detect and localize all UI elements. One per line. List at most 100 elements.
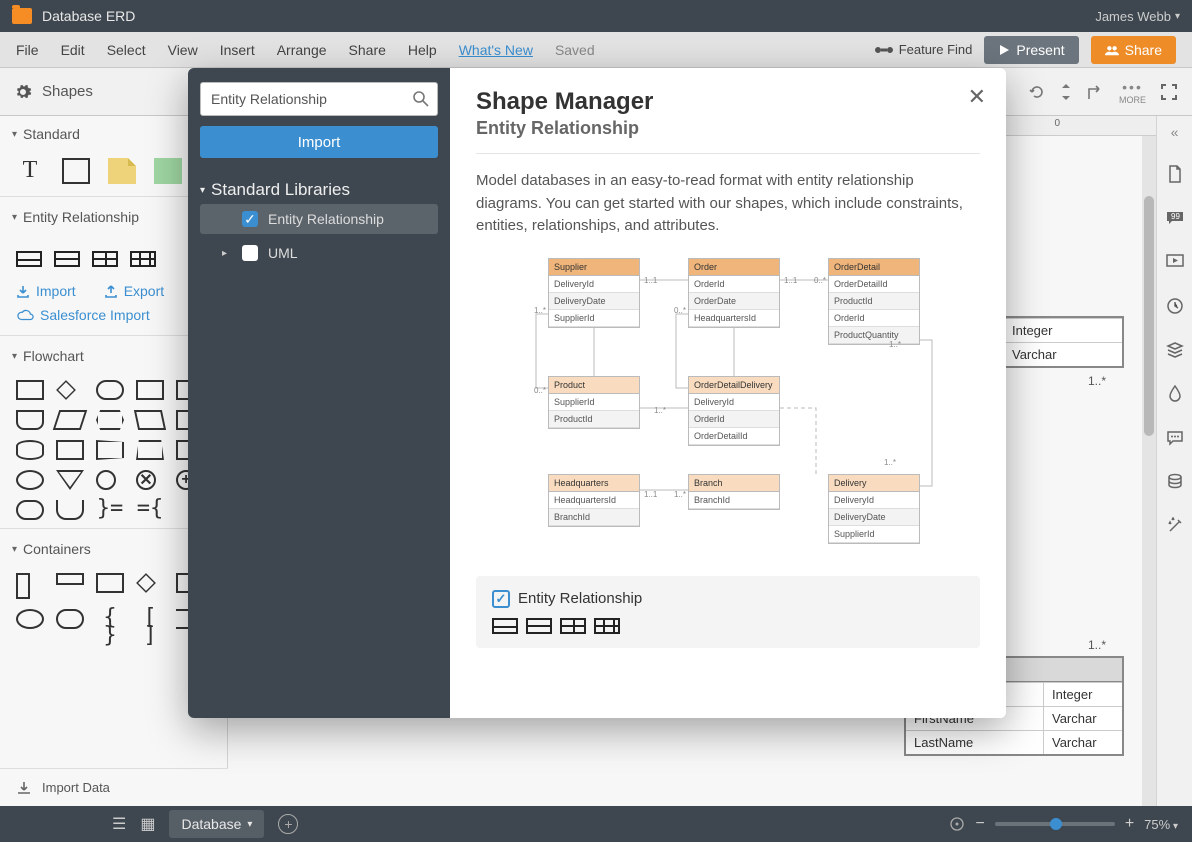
fc-diamond[interactable] <box>56 380 76 400</box>
menu-help[interactable]: Help <box>408 42 437 58</box>
fc-rect[interactable] <box>16 380 44 400</box>
fc-hex[interactable] <box>96 410 124 430</box>
connector-icon[interactable] <box>1087 83 1105 101</box>
enable-checkbox[interactable] <box>492 590 510 608</box>
menu-select[interactable]: Select <box>107 42 146 58</box>
magic-icon[interactable] <box>1165 516 1185 536</box>
green-shape[interactable] <box>154 158 182 184</box>
bottombar: ☰ ▦ Database + − + 75% <box>0 806 1192 842</box>
document-title[interactable]: Database ERD <box>42 8 135 24</box>
zoom-slider-knob[interactable] <box>1050 818 1062 830</box>
folder-icon[interactable] <box>12 8 32 24</box>
note-shape[interactable] <box>108 158 136 184</box>
cont-2[interactable] <box>56 573 84 585</box>
fc-brace-eq[interactable]: ={ <box>136 500 164 520</box>
feature-find[interactable]: Feature Find <box>875 42 973 57</box>
mini-er-shape-3 <box>560 618 586 634</box>
more-tools[interactable]: ••• MORE <box>1119 79 1146 105</box>
erd-table-row: ProductQuantity <box>829 327 919 344</box>
cont-6[interactable] <box>16 609 44 629</box>
fc-shape-21[interactable] <box>16 500 44 520</box>
chat-icon[interactable] <box>1165 428 1185 448</box>
add-page-button[interactable]: + <box>278 814 298 834</box>
page-icon[interactable] <box>1165 164 1185 184</box>
shape-search-input[interactable] <box>200 82 438 116</box>
fc-circle[interactable] <box>96 470 116 490</box>
cont-8[interactable]: { } <box>96 609 124 629</box>
canvas-entity-1[interactable]: Integer Varchar <box>1004 316 1124 368</box>
cont-1[interactable] <box>16 573 30 599</box>
menu-view[interactable]: View <box>168 42 198 58</box>
menu-insert[interactable]: Insert <box>220 42 255 58</box>
fc-brace-r[interactable]: }= <box>96 500 124 520</box>
scrollbar-vertical[interactable] <box>1142 136 1156 806</box>
menu-whats-new[interactable]: What's New <box>459 42 533 58</box>
menu-share[interactable]: Share <box>349 42 386 58</box>
import-link[interactable]: Import <box>16 283 76 299</box>
fc-ellipse[interactable] <box>16 470 44 490</box>
fc-para[interactable] <box>134 410 166 430</box>
fc-terminator[interactable] <box>96 380 124 400</box>
share-button[interactable]: Share <box>1091 36 1176 64</box>
gear-icon[interactable] <box>14 83 32 101</box>
fc-doc[interactable] <box>16 410 44 430</box>
stepper-icon[interactable] <box>1059 84 1073 100</box>
import-data-bar[interactable]: Import Data <box>0 768 228 806</box>
fc-shape-12[interactable] <box>56 440 84 460</box>
scrollbar-thumb[interactable] <box>1144 196 1154 436</box>
standard-libraries-header[interactable]: Standard Libraries <box>200 180 438 200</box>
fc-sum[interactable]: ✕ <box>136 470 156 490</box>
data-icon[interactable] <box>1165 472 1185 492</box>
er-shape-2[interactable] <box>54 251 80 267</box>
page-tab[interactable]: Database <box>169 810 264 838</box>
fc-db[interactable] <box>16 440 44 460</box>
fc-predef[interactable] <box>136 380 164 400</box>
lib-item-uml[interactable]: ▸ UML <box>200 238 438 268</box>
close-button[interactable]: ✕ <box>968 84 986 110</box>
menu-file[interactable]: File <box>16 42 39 58</box>
cell-val: Varchar <box>1044 730 1122 754</box>
import-button[interactable]: Import <box>200 126 438 158</box>
present-rail-icon[interactable] <box>1165 252 1185 272</box>
mini-er-shape-2 <box>526 618 552 634</box>
present-button[interactable]: Present <box>984 36 1078 64</box>
history-icon[interactable] <box>1165 296 1185 316</box>
grid-view-icon[interactable]: ▦ <box>140 814 155 834</box>
menu-arrange[interactable]: Arrange <box>277 42 327 58</box>
fill-icon[interactable] <box>1165 384 1185 404</box>
zoom-label[interactable]: 75% <box>1144 817 1178 832</box>
er-shape-1[interactable] <box>16 251 42 267</box>
erd-table: HeadquartersHeadquartersIdBranchId <box>548 474 640 527</box>
lib-item-entity-relationship[interactable]: ✓ Entity Relationship <box>200 204 438 234</box>
er-shape-4[interactable] <box>130 251 156 267</box>
target-icon[interactable] <box>949 816 965 832</box>
zoom-slider[interactable] <box>995 822 1115 826</box>
fc-trap[interactable] <box>136 440 164 460</box>
checkbox-checked-icon[interactable]: ✓ <box>242 211 258 227</box>
user-menu[interactable]: James Webb <box>1095 9 1180 24</box>
text-shape[interactable]: T <box>16 158 44 184</box>
list-view-icon[interactable]: ☰ <box>112 814 126 834</box>
rect-shape[interactable] <box>62 158 90 184</box>
cont-7[interactable] <box>56 609 84 629</box>
fullscreen-icon[interactable] <box>1160 83 1178 101</box>
undo-icon[interactable] <box>1029 84 1045 100</box>
cont-4[interactable] <box>136 573 156 593</box>
collapse-rail-icon[interactable]: « <box>1171 124 1179 140</box>
checkbox-unchecked-icon[interactable] <box>242 245 258 261</box>
comment-icon[interactable]: 99 <box>1165 208 1185 228</box>
export-link[interactable]: Export <box>104 283 164 299</box>
zoom-in-button[interactable]: + <box>1125 815 1134 833</box>
er-shape-3[interactable] <box>92 251 118 267</box>
fc-data[interactable] <box>53 410 87 430</box>
zoom-out-button[interactable]: − <box>975 815 984 833</box>
layers-icon[interactable] <box>1165 340 1185 360</box>
menu-edit[interactable]: Edit <box>61 42 85 58</box>
cont-9[interactable]: [ ] <box>136 609 164 629</box>
fc-tape[interactable] <box>96 440 124 460</box>
cont-3[interactable] <box>96 573 124 593</box>
fc-offpage[interactable] <box>56 500 84 520</box>
expand-icon[interactable]: ▸ <box>222 248 232 259</box>
erd-table-row: HeadquartersId <box>549 492 639 509</box>
fc-tri[interactable] <box>56 470 84 490</box>
